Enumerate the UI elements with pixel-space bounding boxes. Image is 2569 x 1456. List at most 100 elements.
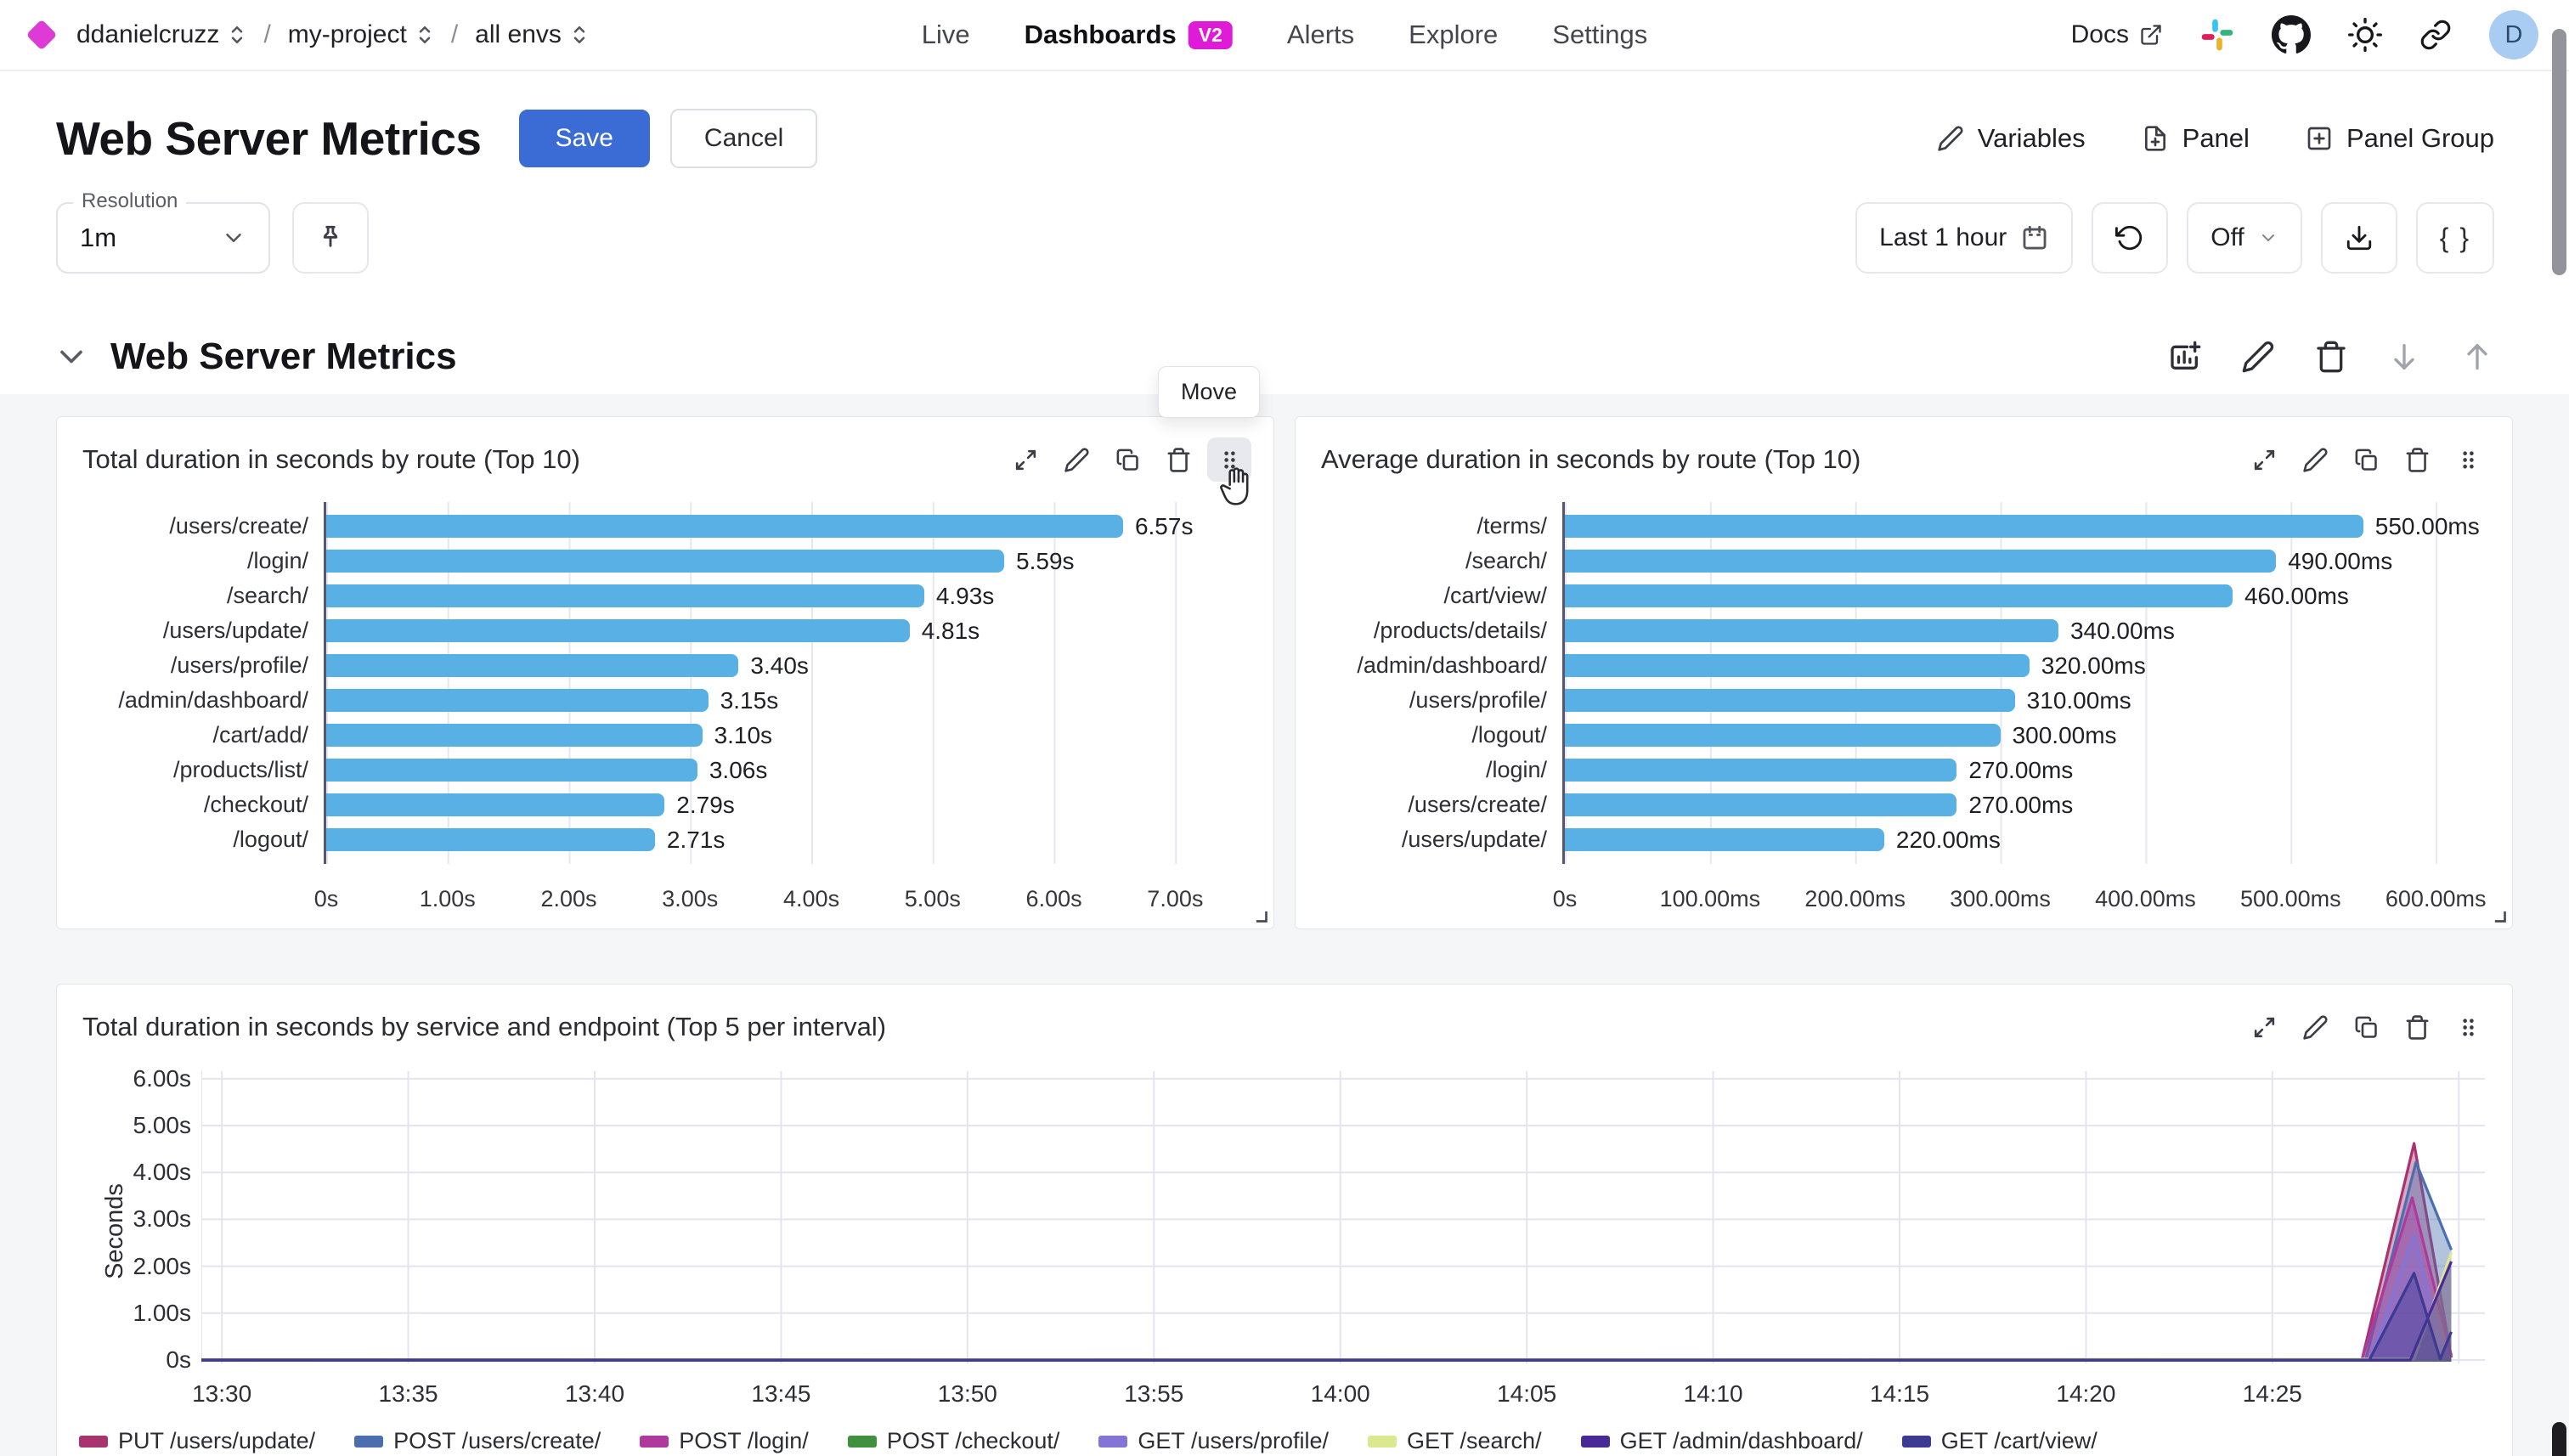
legend-item[interactable]: POST /login/ [640, 1428, 809, 1454]
resolution-select[interactable]: Resolution 1m [56, 189, 270, 274]
bar[interactable] [326, 550, 1005, 573]
env-selector[interactable]: all envs [475, 20, 589, 49]
x-axis-tick: 0s [313, 886, 339, 911]
trash-icon[interactable] [2314, 340, 2348, 374]
pencil-icon[interactable] [2241, 340, 2275, 374]
copy-button[interactable] [2344, 1005, 2388, 1049]
bar-row: 3.40s [326, 648, 1248, 683]
trash-button[interactable] [2395, 437, 2439, 482]
json-view-button[interactable]: { } [2415, 202, 2494, 274]
download-icon [2345, 223, 2374, 252]
bar[interactable] [1565, 654, 2030, 677]
main-content: Web Server Metrics Save Cancel Variables… [0, 71, 2569, 1456]
legend-label: GET /users/profile/ [1138, 1428, 1330, 1453]
bar[interactable] [1565, 689, 2015, 712]
tab-live[interactable]: Live [922, 20, 970, 50]
drag-handle-button[interactable] [2446, 1005, 2490, 1049]
x-axis-tick: 3.00s [662, 886, 719, 911]
docs-link[interactable]: Docs [2071, 20, 2163, 49]
bar-row: 550.00ms [1565, 509, 2487, 544]
bar[interactable] [1565, 724, 2001, 747]
bar[interactable] [1565, 759, 1957, 782]
cancel-button[interactable]: Cancel [669, 109, 818, 168]
pencil-button[interactable] [2293, 1005, 2337, 1049]
bar-category-label: /products/list/ [172, 757, 308, 782]
legend-item[interactable]: PUT /users/update/ [79, 1428, 315, 1454]
top-nav: ddanielcruzz / my-project / all envs Liv… [0, 0, 2569, 71]
bar-category-label: /login/ [246, 548, 308, 573]
bar[interactable] [1565, 828, 1884, 851]
github-icon[interactable] [2272, 15, 2311, 54]
brand-logo-icon[interactable] [25, 19, 58, 51]
bar[interactable] [326, 584, 924, 607]
expand-button[interactable] [2242, 1005, 2286, 1049]
pencil-button[interactable] [1054, 437, 1098, 482]
drag-handle-button[interactable] [2446, 437, 2490, 482]
bar[interactable] [326, 654, 739, 677]
trash-button[interactable] [2395, 1005, 2439, 1049]
tab-settings[interactable]: Settings [1552, 20, 1647, 50]
copy-button[interactable] [2344, 437, 2388, 482]
refresh-button[interactable] [2092, 202, 2169, 274]
auto-refresh-select[interactable]: Off [2187, 202, 2302, 274]
scrollbar-thumb-bottom[interactable] [2552, 1422, 2566, 1456]
share-link-icon[interactable] [2419, 19, 2452, 51]
bar[interactable] [326, 759, 697, 782]
variables-button[interactable]: Variables [1937, 123, 2086, 154]
time-series-plot[interactable] [200, 1071, 2485, 1363]
bar[interactable] [1565, 793, 1957, 816]
bar[interactable] [326, 724, 703, 747]
tab-explore[interactable]: Explore [1409, 20, 1498, 50]
slack-icon[interactable] [2200, 18, 2234, 52]
resize-grip-icon[interactable] [1251, 906, 1268, 923]
bar[interactable] [326, 515, 1123, 538]
panel-total-duration-by-route: Total duration in seconds by route (Top … [56, 366, 1274, 929]
x-axis-tick: 13:45 [751, 1380, 811, 1407]
legend-item[interactable]: GET /users/profile/ [1098, 1428, 1329, 1454]
bar[interactable] [326, 619, 910, 642]
trash-button[interactable] [1156, 437, 1200, 482]
arrow-up-icon[interactable] [2460, 340, 2494, 374]
panel-group-button[interactable]: Panel Group [2306, 123, 2494, 154]
bar[interactable] [326, 828, 655, 851]
bar-category-label: /search/ [1465, 548, 1547, 573]
add-panel-icon[interactable] [2168, 340, 2202, 374]
download-button[interactable] [2320, 202, 2397, 274]
section-header: Web Server Metrics [0, 319, 2569, 394]
select-updown-icon [415, 22, 434, 48]
project-selector[interactable]: my-project [288, 20, 434, 49]
legend-item[interactable]: POST /checkout/ [847, 1428, 1059, 1454]
time-range-button[interactable]: Last 1 hour [1855, 202, 2074, 274]
x-axis-tick: 13:55 [1124, 1380, 1184, 1407]
expand-button[interactable] [1003, 437, 1047, 482]
drag-handle-button[interactable] [1207, 437, 1251, 482]
tab-dashboards[interactable]: Dashboards V2 [1025, 20, 1233, 50]
resize-grip-icon[interactable] [2490, 906, 2507, 923]
bar[interactable] [1565, 550, 2277, 573]
legend-item[interactable]: GET /cart/view/ [1901, 1428, 2098, 1454]
panel-button[interactable]: Panel [2142, 123, 2250, 154]
tab-alerts[interactable]: Alerts [1287, 20, 1354, 50]
legend-item[interactable]: POST /users/create/ [354, 1428, 601, 1454]
theme-sun-icon[interactable] [2348, 18, 2382, 52]
bar[interactable] [1565, 619, 2058, 642]
arrow-down-icon[interactable] [2387, 340, 2421, 374]
legend-item[interactable]: GET /search/ [1368, 1428, 1542, 1454]
bar[interactable] [326, 793, 665, 816]
legend-item[interactable]: GET /admin/dashboard/ [1580, 1428, 1863, 1454]
user-avatar[interactable]: D [2489, 10, 2538, 59]
bar[interactable] [1565, 584, 2233, 607]
copy-icon [1115, 447, 1141, 473]
expand-button[interactable] [2242, 437, 2286, 482]
bar[interactable] [326, 689, 709, 712]
pencil-button[interactable] [2293, 437, 2337, 482]
section-collapse-button[interactable] [53, 338, 90, 375]
pin-resolution-button[interactable] [292, 202, 369, 274]
org-selector[interactable]: ddanielcruzz [76, 20, 246, 49]
bar[interactable] [1565, 515, 2363, 538]
copy-button[interactable] [1105, 437, 1149, 482]
save-button[interactable]: Save [518, 110, 650, 167]
tab-label: Alerts [1286, 20, 1355, 49]
page-scrollbar[interactable] [2549, 0, 2569, 1456]
scrollbar-thumb[interactable] [2552, 29, 2566, 275]
